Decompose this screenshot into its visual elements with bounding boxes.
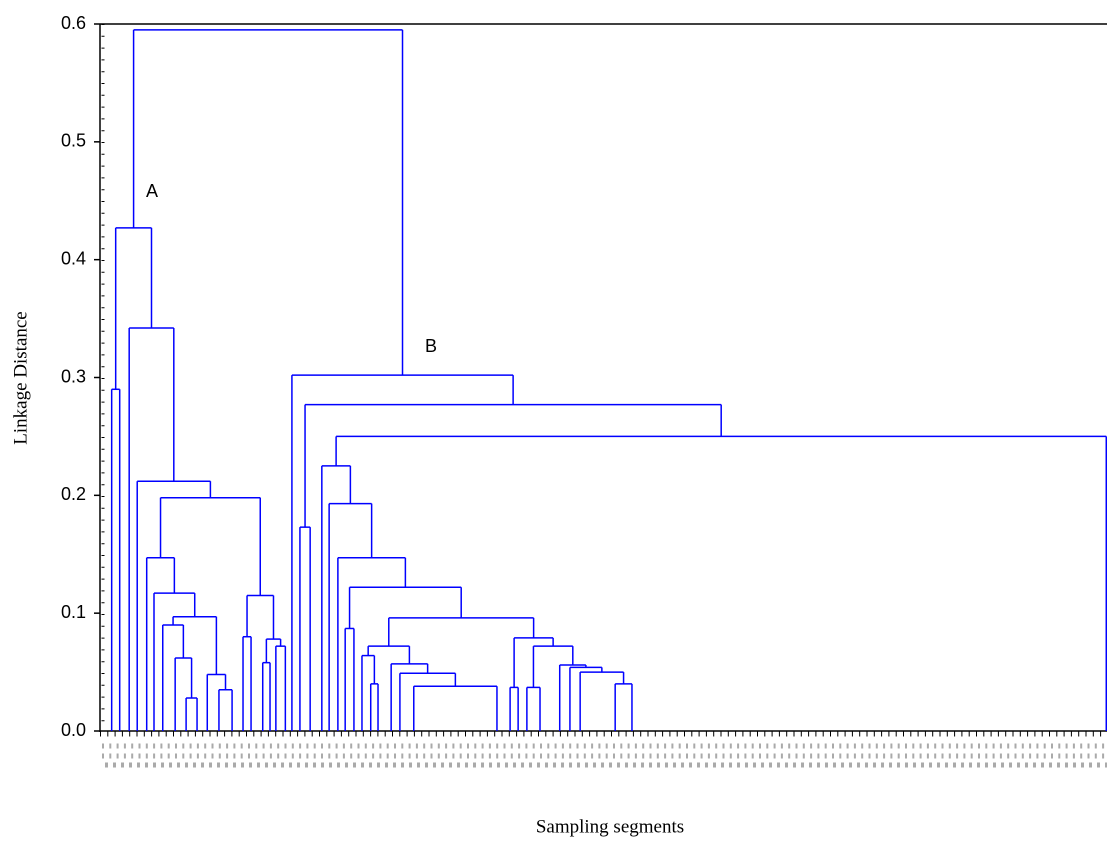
y-tick-label: 0.3 [61, 366, 86, 386]
y-axis-label: Linkage Distance [10, 311, 31, 444]
y-tick-label: 0.6 [61, 13, 86, 33]
annotation: B [425, 336, 437, 356]
y-tick-label: 0.4 [61, 248, 86, 268]
y-tick-label: 0.2 [61, 484, 86, 504]
y-tick-label: 0.1 [61, 602, 86, 622]
leaf-labels [102, 743, 1107, 768]
y-tick-label: 0.0 [61, 720, 86, 740]
y-tick-label: 0.5 [61, 131, 86, 151]
annotation: A [146, 181, 158, 201]
x-axis-label: Sampling segments [536, 816, 684, 837]
